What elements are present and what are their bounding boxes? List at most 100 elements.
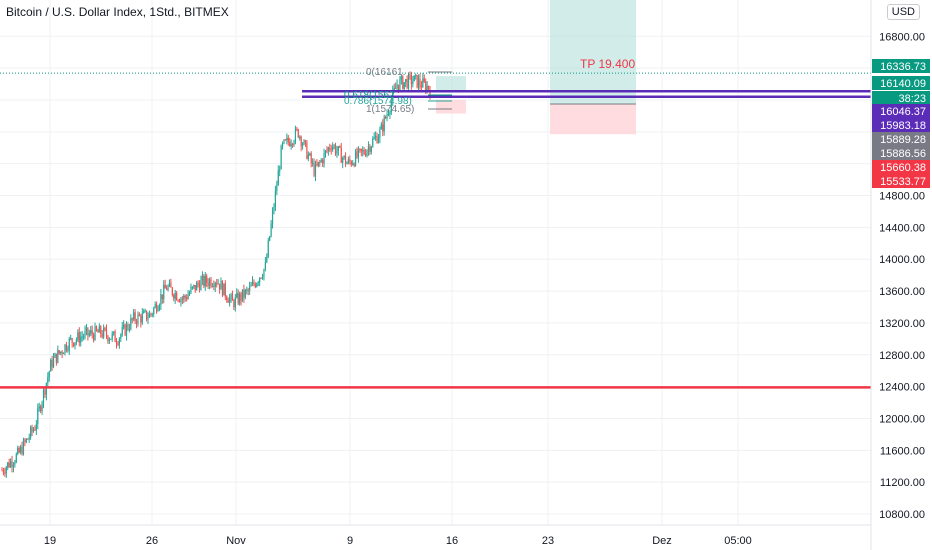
candle-body (326, 150, 328, 152)
candle-body (426, 85, 428, 92)
candle-body (37, 408, 39, 425)
candle-body (363, 150, 365, 154)
candle-body (403, 82, 405, 89)
candle-body (313, 162, 315, 176)
candle-body (407, 74, 410, 89)
candle-body (167, 286, 169, 290)
candle-body (413, 75, 415, 82)
candle-body (309, 153, 311, 155)
fib-retracement[interactable]: 0(16161. 0.618(15620.786(1574.98)1(1574.6… (344, 67, 452, 115)
candle-body (143, 311, 145, 314)
candle-body (157, 308, 159, 312)
candle-body (395, 87, 397, 89)
fib-level-label: 0.618(1562 (344, 90, 395, 101)
small-sl-zone (436, 99, 466, 114)
y-tick-label: 12000.00 (879, 413, 925, 425)
candle-body (184, 295, 186, 298)
candle-body (34, 429, 36, 431)
candle-body (17, 448, 19, 454)
y-tick-label: 11600.00 (880, 445, 925, 457)
candle-body (415, 74, 417, 76)
candle-body (337, 146, 339, 152)
candle-body (283, 139, 285, 143)
candle-body (316, 164, 318, 166)
candle-body (168, 282, 171, 287)
time-axis[interactable]: 19 26 Nov 9 16 23 Dez 05:00 (44, 535, 752, 547)
candle-body (87, 327, 89, 336)
candle-body (226, 296, 228, 301)
price-badge-text: 15660.38 (880, 162, 926, 174)
candle-body (48, 371, 50, 378)
candle-body (234, 297, 236, 308)
candle-body (277, 170, 279, 186)
candle-body (148, 313, 151, 318)
y-tick-label: 14400.00 (879, 222, 925, 234)
candle-body (417, 78, 420, 88)
candle-body (97, 330, 99, 333)
candle-body (322, 159, 324, 164)
candle-body (144, 310, 146, 312)
candle-body (261, 277, 264, 279)
candle-body (330, 149, 332, 151)
candle-body (387, 114, 390, 116)
candle-body (366, 150, 368, 156)
candle-body (108, 339, 110, 342)
candle-body (50, 359, 52, 372)
candle-body (350, 161, 352, 165)
candle-body (181, 298, 183, 300)
candle-body (82, 336, 85, 338)
candle-body (357, 148, 360, 158)
candle-body (385, 116, 387, 118)
y-tick-label: 14800.00 (879, 191, 925, 203)
candle-body (356, 151, 358, 158)
candle-body (151, 314, 153, 316)
candle-body (228, 297, 231, 303)
candle-body (8, 462, 10, 468)
candle-body (153, 307, 155, 315)
candle-body (15, 453, 17, 463)
candle-body (216, 282, 218, 284)
candle-body (12, 464, 15, 467)
candle-body (333, 145, 335, 147)
candle-body (423, 78, 425, 82)
candle-body (75, 339, 78, 343)
candle-body (155, 304, 158, 312)
candle-body (186, 297, 188, 300)
horizontal-lines[interactable] (0, 72, 871, 389)
candle-body (68, 338, 70, 350)
candle-body (218, 283, 221, 290)
candle-body (183, 295, 185, 300)
candle-body (125, 324, 128, 336)
candle-body (131, 318, 133, 320)
price-badge-text: 15889.28 (880, 134, 926, 146)
candle-body (176, 292, 178, 301)
candle-body (286, 137, 288, 140)
price-badge-text: 15983.18 (880, 120, 926, 132)
x-tick-label: 9 (347, 535, 353, 547)
candle-body (187, 294, 189, 300)
price-badge (872, 160, 930, 174)
candle-body (233, 300, 235, 308)
candle-body (118, 338, 120, 345)
candle-body (329, 147, 331, 150)
candle-body (7, 462, 9, 468)
candle-body (4, 472, 6, 474)
candle-body (303, 140, 305, 145)
candle-body (123, 324, 125, 328)
candle-body (55, 353, 57, 363)
candle-body (400, 76, 402, 80)
candle-body (271, 211, 274, 224)
currency-button[interactable]: USD (886, 4, 920, 20)
candle-body (104, 327, 106, 330)
candle-body (120, 334, 122, 339)
candle-body (336, 151, 338, 154)
candle-body (32, 429, 35, 432)
candle-body (121, 327, 123, 335)
candle-body (88, 333, 90, 336)
candle-body (396, 84, 398, 89)
candle-body (93, 334, 95, 340)
candle-body (127, 324, 129, 330)
candle-body (267, 240, 269, 257)
candle-body (52, 357, 55, 367)
